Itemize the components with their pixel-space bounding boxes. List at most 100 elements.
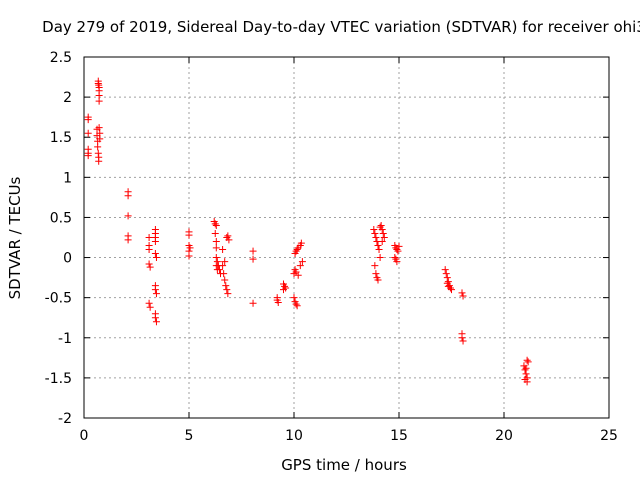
axes: 0 5 10 15 20 25 -2 -1.5 -1 -0.5 0 0.5 1 1.5 2 2.5 — [45, 50, 618, 444]
data-point — [522, 364, 530, 372]
data-point — [391, 254, 399, 262]
data-point — [151, 286, 159, 294]
data-point — [223, 286, 231, 294]
data-point — [379, 229, 387, 237]
data-point — [95, 157, 103, 165]
data-point — [441, 266, 449, 274]
y-tick-label: -1.5 — [45, 371, 72, 387]
chart-title: Day 279 of 2019, Sidereal Day-to-day VTE… — [42, 18, 640, 36]
data-point — [95, 124, 103, 132]
y-axis-label: SDTVAR / TECUs — [6, 176, 24, 299]
y-tick-label: 1.5 — [50, 130, 72, 146]
y-tick-label: 0 — [63, 251, 72, 267]
y-tick-label: 1 — [63, 170, 72, 186]
data-point — [290, 294, 298, 302]
data-point — [444, 282, 452, 290]
data-point — [377, 221, 385, 229]
data-point — [225, 236, 233, 244]
y-tick-label: -1 — [58, 331, 72, 347]
data-point — [371, 229, 379, 237]
data-point — [213, 266, 221, 274]
data-point — [84, 116, 92, 124]
data-point — [211, 229, 219, 237]
data-point — [186, 244, 194, 252]
data-point — [458, 334, 466, 342]
data-point — [292, 300, 300, 308]
y-tick-label: -2 — [58, 411, 72, 427]
data-point — [443, 279, 451, 287]
data-point — [458, 289, 466, 297]
data-point — [145, 299, 153, 307]
data-point — [296, 262, 304, 270]
data-point — [293, 246, 301, 254]
data-point — [185, 252, 193, 260]
data-point — [151, 250, 159, 258]
data-point — [224, 290, 232, 298]
data-point — [280, 286, 287, 294]
data-point — [448, 286, 455, 294]
data-point — [146, 263, 154, 271]
data-point — [152, 318, 160, 326]
data-point — [145, 246, 153, 254]
data-point — [371, 262, 379, 270]
data-point — [84, 129, 92, 137]
y-tick-label: 2 — [63, 90, 72, 106]
data-point — [374, 276, 382, 284]
data-point — [249, 247, 257, 255]
data-points — [84, 77, 532, 386]
data-point — [372, 234, 380, 241]
data-point — [212, 244, 220, 252]
data-point — [146, 303, 154, 311]
data-point — [274, 298, 282, 306]
data-point — [375, 246, 383, 254]
data-point — [145, 234, 153, 241]
data-point — [222, 282, 230, 290]
data-point — [212, 254, 220, 262]
data-point — [521, 375, 529, 383]
data-point — [145, 260, 153, 268]
data-point — [459, 292, 467, 300]
data-point — [96, 135, 104, 143]
x-tick-label: 20 — [495, 428, 513, 444]
data-point — [293, 302, 301, 310]
data-point — [152, 254, 160, 262]
data-point — [84, 152, 92, 160]
x-tick-label: 0 — [80, 428, 89, 444]
y-tick-label: 0.5 — [50, 210, 72, 226]
x-tick-label: 25 — [600, 428, 618, 444]
data-point — [219, 246, 227, 254]
data-point — [224, 232, 232, 240]
data-point — [459, 337, 467, 345]
plot-frame — [83, 56, 610, 419]
data-point — [151, 238, 159, 246]
data-point — [95, 97, 103, 105]
data-point — [221, 276, 229, 284]
data-point — [124, 212, 132, 220]
data-point — [221, 258, 229, 266]
x-tick-label: 15 — [390, 428, 408, 444]
data-point — [393, 258, 401, 266]
data-point — [220, 270, 228, 278]
data-point — [281, 282, 289, 290]
y-tick-label: -0.5 — [45, 291, 72, 307]
data-point — [380, 234, 388, 241]
data-point — [124, 192, 132, 200]
data-point — [297, 239, 305, 247]
data-point — [212, 262, 220, 270]
x-tick-label: 10 — [285, 428, 303, 444]
data-point — [374, 242, 382, 250]
data-point — [219, 262, 227, 270]
data-point — [151, 314, 159, 322]
data-point — [524, 358, 532, 366]
data-point — [394, 247, 402, 255]
data-point — [521, 366, 529, 374]
data-point — [378, 225, 386, 233]
data-point — [370, 225, 378, 233]
data-point — [395, 242, 403, 250]
data-point — [124, 236, 132, 244]
data-point — [213, 258, 221, 266]
data-point — [294, 271, 302, 279]
data-point — [211, 220, 219, 228]
data-point — [212, 221, 220, 229]
